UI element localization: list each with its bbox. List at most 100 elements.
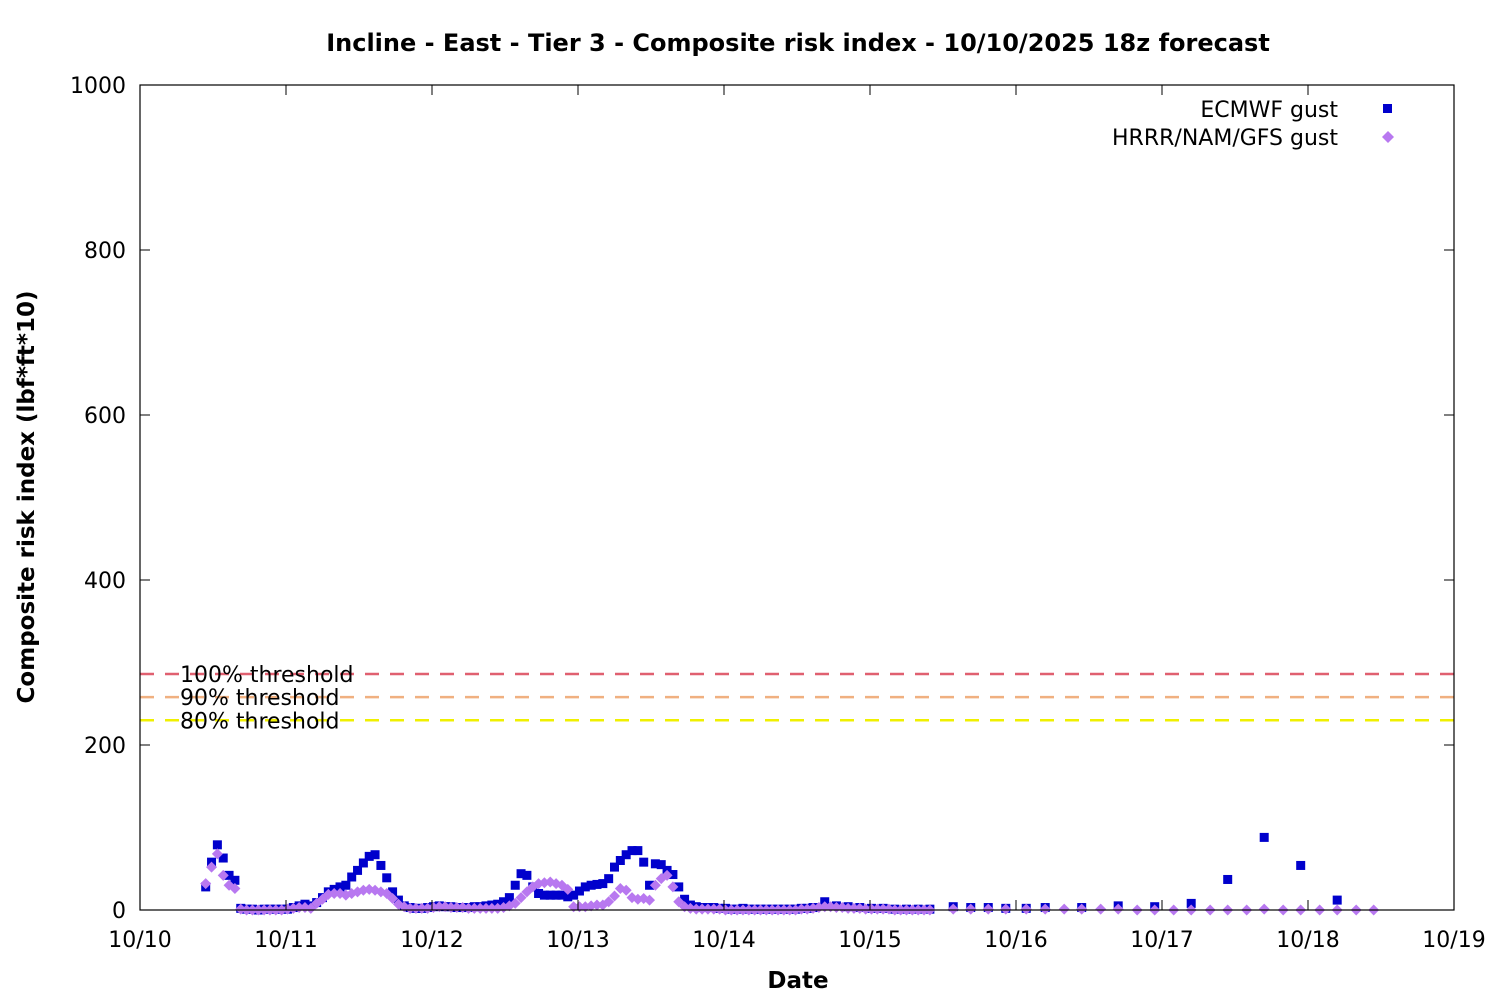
ecmwf-point: [1332, 895, 1342, 905]
hrrr-point: [871, 903, 883, 915]
ecmwf-point: [650, 859, 660, 869]
hrrr-point: [877, 903, 889, 915]
hrrr-point: [696, 903, 708, 915]
x-tick-label: 10/12: [400, 928, 463, 953]
hrrr-point: [667, 881, 679, 893]
x-tick-label: 10/11: [254, 928, 317, 953]
threshold-label: 90% threshold: [180, 686, 340, 711]
ecmwf-point: [1296, 860, 1306, 870]
hrrr-point: [649, 879, 661, 891]
hrrr-point: [416, 902, 428, 914]
axis-ticks: 10/10 10/11 10/12 10/13 10/14 10/15 10/16 10/17…: [70, 74, 1486, 953]
ecmwf-point: [212, 840, 222, 850]
legend-marker-ecmwf: [1383, 104, 1392, 113]
hrrr-point: [217, 869, 229, 881]
series-layer: [200, 832, 1380, 916]
ecmwf-point: [633, 846, 643, 856]
ecmwf-point: [504, 893, 514, 903]
hrrr-point: [509, 897, 521, 909]
ecmwf-point: [551, 890, 561, 900]
hrrr-point: [468, 902, 480, 914]
hrrr-point: [690, 903, 702, 915]
hrrr-point: [947, 903, 959, 915]
plot-frame: [139, 84, 1455, 911]
ecmwf-point: [639, 857, 649, 867]
threshold-label: 100% threshold: [180, 663, 354, 688]
ecmwf-point: [358, 858, 368, 868]
hrrr-point: [603, 896, 615, 908]
ecmwf-point: [353, 865, 363, 875]
ecmwf-point: [1186, 898, 1196, 908]
y-tick-label: 200: [84, 734, 126, 759]
hrrr-point: [410, 902, 422, 914]
hrrr-point: [404, 902, 416, 914]
hrrr-point: [644, 894, 656, 906]
hrrr-point: [865, 903, 877, 915]
hrrr-point: [200, 878, 212, 890]
hrrr-point: [982, 903, 994, 915]
ecmwf-point: [534, 889, 544, 898]
hrrr-point: [609, 890, 620, 902]
hrrr-point: [1020, 903, 1032, 915]
ecmwf-point: [580, 882, 590, 892]
x-tick-label: 10/10: [108, 928, 171, 953]
ecmwf-point: [230, 875, 240, 885]
hrrr-point: [328, 888, 340, 899]
hrrr-point: [1000, 903, 1012, 915]
chart-title: Incline - East - Tier 3 - Composite risk…: [326, 29, 1270, 57]
ecmwf-point: [586, 880, 596, 890]
hrrr-point: [842, 902, 854, 914]
hrrr-point: [661, 869, 673, 881]
ecmwf-point: [364, 851, 374, 861]
hrrr-point: [211, 848, 223, 860]
hrrr-point: [562, 883, 574, 895]
ecmwf-point: [615, 856, 625, 865]
ecmwf-point: [376, 860, 386, 870]
y-tick-label: 1000: [70, 74, 126, 99]
x-tick-label: 10/17: [1130, 928, 1193, 953]
ecmwf-point: [335, 882, 345, 892]
hrrr-point: [708, 903, 720, 915]
ecmwf-point: [347, 872, 357, 882]
ecmwf-point: [574, 886, 584, 896]
ecmwf-point: [621, 850, 631, 860]
hrrr-point: [480, 902, 492, 914]
hrrr-point: [463, 902, 474, 914]
ecmwf-point: [499, 897, 509, 907]
hrrr-point: [474, 902, 486, 914]
legend-marker-hrrr: [1382, 131, 1394, 143]
x-tick-label: 10/14: [692, 928, 755, 953]
threshold-label: 80% threshold: [180, 709, 340, 734]
ecmwf-point: [1223, 874, 1233, 884]
ecmwf-point: [645, 880, 655, 890]
x-tick-label: 10/13: [546, 928, 609, 953]
hrrr-point: [1076, 903, 1088, 915]
hrrr-point: [795, 903, 807, 915]
y-axis-label: Composite risk index (lbf*ft*10): [14, 291, 40, 704]
x-tick-label: 10/16: [984, 928, 1047, 953]
ecmwf-point: [563, 892, 573, 902]
ecmwf-point: [388, 887, 398, 897]
ecmwf-point: [592, 879, 602, 889]
legend-label-hrrr: HRRR/NAM/GFS gust: [1112, 126, 1338, 151]
hrrr-point: [1258, 903, 1270, 915]
ecmwf-point: [218, 853, 228, 863]
y-tick-label: 400: [84, 569, 126, 594]
ecmwf-point: [539, 890, 549, 900]
hrrr-point: [848, 902, 860, 914]
ecmwf-point: [668, 870, 678, 880]
y-tick-label: 0: [112, 899, 126, 924]
ecmwf-point: [557, 890, 567, 900]
ecmwf-point: [1259, 832, 1269, 842]
ecmwf-point: [627, 846, 637, 856]
hrrr-point: [591, 899, 603, 911]
ecmwf-point: [370, 850, 380, 860]
hrrr-point: [1095, 903, 1107, 915]
ecmwf-point: [598, 879, 608, 889]
ecmwf-point: [341, 880, 351, 890]
hrrr-point: [515, 892, 527, 904]
ecmwf-point: [604, 874, 614, 884]
ecmwf-point: [569, 890, 579, 900]
